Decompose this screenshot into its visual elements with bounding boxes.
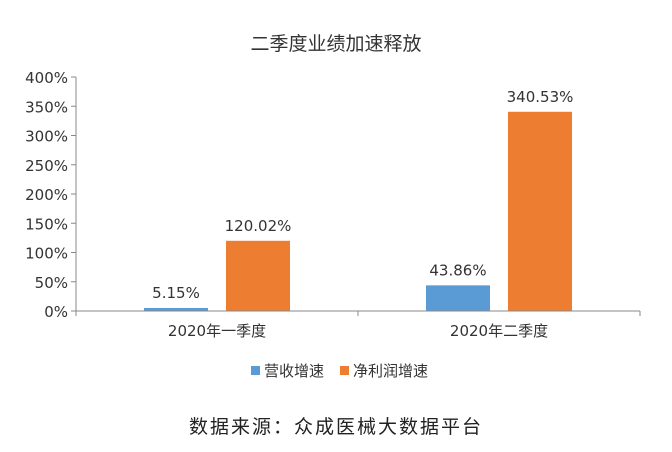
legend-swatch xyxy=(251,366,260,375)
bar-net-profit xyxy=(226,240,290,311)
bar-net-profit xyxy=(508,111,572,311)
data-label: 43.86% xyxy=(429,261,486,279)
bars: 5.15% 43.86% 120.02% 340.53% xyxy=(144,88,573,311)
y-tick-label: 150% xyxy=(25,215,68,233)
x-axis: 2020年一季度 2020年二季度 xyxy=(75,310,641,340)
y-tick-label: 250% xyxy=(25,157,68,175)
y-tick-label: 400% xyxy=(25,69,68,87)
y-tick-label: 200% xyxy=(25,186,68,204)
chart-title: 二季度业绩加速释放 xyxy=(250,33,421,55)
y-axis: 0% 50% 100% 150% 200% 250% 300% 350% 400% xyxy=(25,69,77,321)
legend: 营收增速 净利润增速 xyxy=(251,362,428,380)
source-note: 数据来源：众成医械大数据平台 xyxy=(188,416,483,438)
bar-revenue xyxy=(426,285,490,311)
y-tick-label: 100% xyxy=(25,245,68,263)
data-label: 340.53% xyxy=(507,88,574,106)
y-tick-label: 350% xyxy=(25,98,68,116)
legend-swatch xyxy=(340,366,349,375)
legend-label: 营收增速 xyxy=(264,362,324,380)
y-tick-label: 0% xyxy=(44,303,68,321)
y-tick-label: 50% xyxy=(35,274,68,292)
y-tick-label: 300% xyxy=(25,128,68,146)
data-label: 5.15% xyxy=(152,284,200,302)
x-tick-label: 2020年一季度 xyxy=(168,322,266,340)
bar-revenue xyxy=(144,307,208,311)
x-tick-label: 2020年二季度 xyxy=(450,322,548,340)
legend-label: 净利润增速 xyxy=(353,362,428,380)
data-label: 120.02% xyxy=(225,217,292,235)
